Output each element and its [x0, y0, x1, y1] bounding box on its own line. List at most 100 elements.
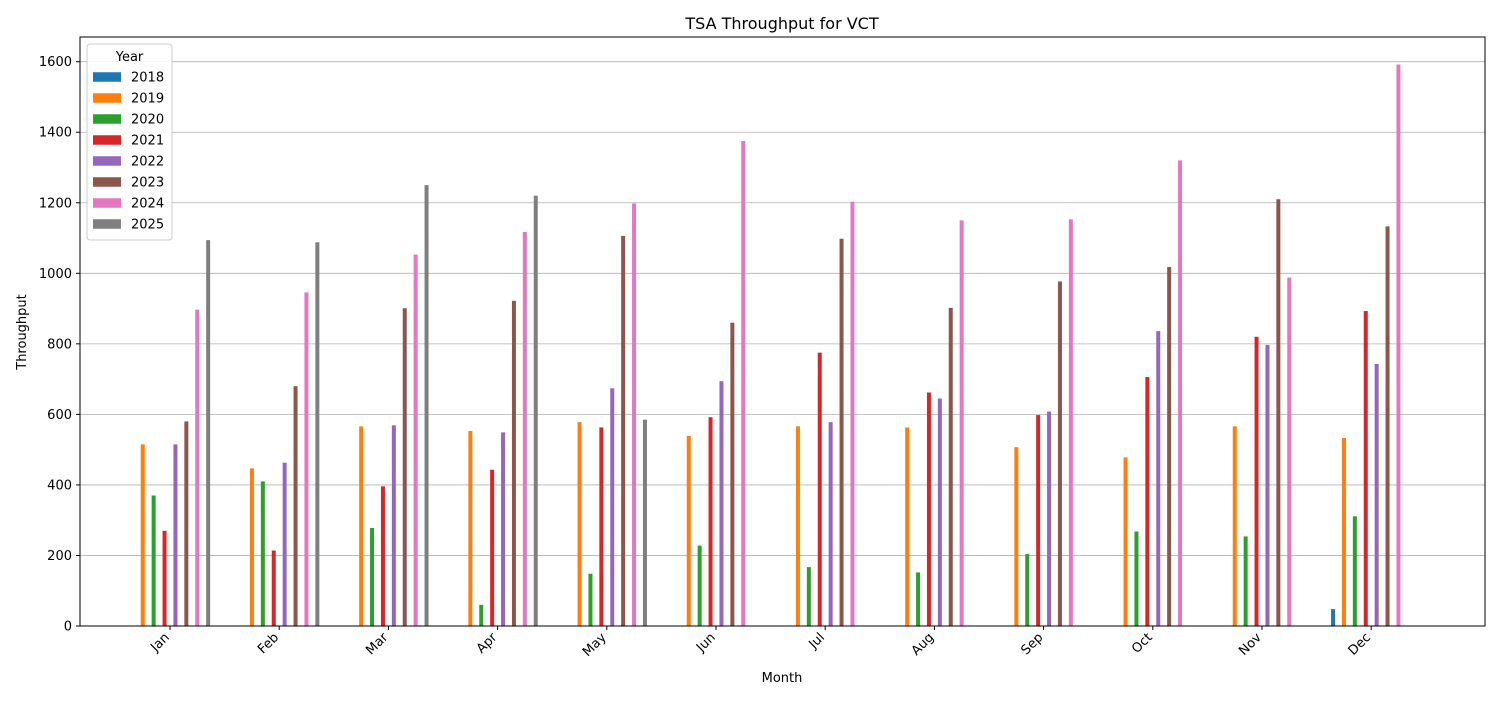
bar [479, 604, 484, 626]
legend-label: 2025 [131, 218, 164, 233]
bar [839, 238, 844, 626]
bar [413, 254, 418, 626]
y-tick-label: 1400 [39, 126, 72, 141]
legend-label: 2019 [131, 92, 164, 107]
legend-swatch [93, 198, 121, 208]
bar [1178, 160, 1183, 626]
y-tick-label: 1600 [39, 55, 72, 70]
bar [522, 232, 527, 627]
bar [642, 419, 647, 626]
bar [1276, 199, 1281, 627]
bar [708, 417, 713, 626]
bar [905, 427, 910, 626]
bar [1396, 64, 1401, 626]
bar [1352, 516, 1357, 626]
bar [271, 550, 276, 626]
bar [1363, 311, 1368, 626]
legend-item: 2018 [93, 71, 164, 86]
legend-box [86, 43, 173, 241]
bars [140, 64, 1401, 627]
bar [1167, 266, 1172, 626]
bar [1232, 426, 1237, 626]
legend-swatch [93, 219, 121, 229]
bar [795, 426, 800, 626]
bar [162, 530, 167, 626]
bar [304, 292, 309, 626]
legend-item: 2025 [93, 218, 164, 233]
y-tick-label: 600 [47, 408, 72, 423]
legend-item: 2022 [93, 155, 164, 170]
bar [195, 309, 200, 626]
bar [1036, 415, 1041, 626]
bar [173, 444, 178, 626]
bar [206, 240, 211, 626]
bar [1068, 219, 1073, 626]
y-axis-label: Throughput [15, 294, 30, 371]
legend-label: 2021 [131, 134, 164, 149]
bar [380, 486, 385, 626]
bar [916, 572, 921, 626]
legend-swatch [93, 72, 121, 82]
bar [1243, 536, 1248, 626]
legend-swatch [93, 135, 121, 145]
y-tick-label: 0 [64, 620, 72, 635]
legend-label: 2022 [131, 155, 164, 170]
gridlines [80, 61, 1485, 627]
legend-label: 2024 [131, 197, 164, 212]
bar [599, 427, 604, 626]
legend-swatch [93, 114, 121, 124]
bar [1374, 363, 1379, 626]
bar [533, 195, 538, 626]
bar [1265, 344, 1270, 626]
bar [1057, 281, 1062, 626]
bar [249, 468, 254, 626]
bar [1014, 447, 1019, 626]
bar [184, 421, 189, 626]
bar [402, 308, 407, 626]
y-tick-label: 1200 [39, 196, 72, 211]
bar [140, 444, 145, 626]
bar [828, 422, 833, 626]
x-axis-label: Month [762, 671, 803, 686]
legend-item: 2019 [93, 92, 164, 107]
y-tick-label: 800 [47, 337, 72, 352]
bar [1134, 531, 1139, 626]
y-tick-label: 200 [47, 549, 72, 564]
bar [359, 426, 364, 626]
bar [1254, 336, 1259, 626]
bar [260, 481, 265, 626]
legend-swatch [93, 177, 121, 187]
bar [490, 469, 495, 626]
bar [621, 235, 626, 627]
bar [806, 567, 811, 626]
bar [511, 300, 516, 626]
legend-label: 2018 [131, 71, 164, 86]
y-axis-ticks: 0 200 400 600 800 1000 1200 1400 1600 [39, 55, 80, 635]
y-tick-label: 1000 [39, 267, 72, 282]
bar [850, 201, 855, 627]
bar [282, 462, 287, 626]
legend-item: 2023 [93, 176, 164, 191]
bar [588, 573, 593, 626]
bar [686, 435, 691, 626]
bar [937, 398, 942, 626]
bar [817, 352, 822, 626]
bar [741, 141, 746, 626]
legend-swatch [93, 156, 121, 166]
bar [926, 392, 931, 626]
legend-item: 2024 [93, 197, 164, 212]
bar [1287, 277, 1292, 626]
bar [501, 432, 506, 626]
bar [151, 495, 156, 626]
bar [719, 381, 724, 626]
y-tick-label: 400 [47, 478, 72, 493]
bar [1025, 554, 1030, 626]
bar [632, 203, 637, 626]
bar [391, 425, 396, 626]
legend-label: 2020 [131, 113, 164, 128]
bar [610, 388, 615, 626]
legend-item: 2021 [93, 134, 164, 149]
bar [1331, 609, 1336, 626]
legend: Year 2018 2019 2020 2021 2022 2023 2024 2025 [86, 43, 173, 241]
